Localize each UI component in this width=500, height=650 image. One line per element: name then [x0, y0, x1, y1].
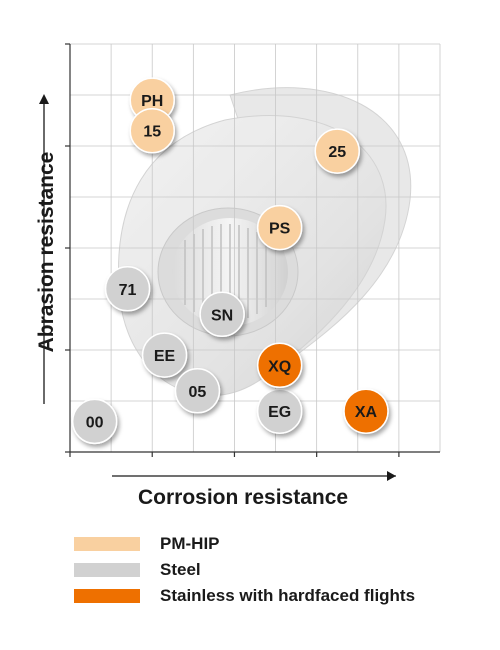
data-point-label: PS — [269, 221, 291, 238]
data-point-15: 15 — [129, 107, 175, 154]
data-point-05: 05 — [174, 368, 221, 414]
x-axis-title: Corrosion resistance — [138, 486, 349, 509]
data-point-label: XA — [355, 404, 378, 421]
data-point-marker — [256, 342, 303, 389]
y-axis-title: Abrasion resistance — [35, 151, 58, 353]
data-point-label: SN — [211, 307, 233, 324]
data-point-marker — [174, 368, 221, 414]
data-point-label: 25 — [328, 144, 346, 161]
data-point-marker — [104, 266, 151, 312]
y-arrowhead-icon — [39, 94, 49, 104]
data-points: PH 15 25 PS 71 SN EE 05 00 EG XQ XA — [71, 77, 389, 445]
legend-label-steel: Steel — [160, 560, 201, 579]
legend-label-pm-hip: PM-HIP — [160, 534, 220, 553]
legend-swatch-steel — [74, 563, 140, 577]
data-point-label: EE — [154, 348, 176, 365]
axes — [39, 43, 440, 481]
data-point-ee: EE — [141, 332, 188, 378]
data-point-label: EG — [268, 404, 291, 421]
legend-swatch-stainless — [74, 589, 140, 603]
data-point-71: 71 — [104, 266, 151, 312]
data-point-label: XQ — [268, 358, 291, 375]
data-point-label: 05 — [189, 384, 207, 401]
data-point-25: 25 — [314, 128, 360, 174]
data-point-00: 00 — [71, 398, 118, 445]
data-point-marker — [199, 291, 245, 338]
data-point-ps: PS — [256, 204, 303, 251]
data-point-marker — [343, 388, 389, 434]
x-arrowhead-icon — [387, 471, 396, 481]
data-point-marker — [141, 332, 188, 378]
data-point-xa: XA — [343, 388, 389, 434]
legend-label-stainless: Stainless with hardfaced flights — [160, 586, 416, 605]
data-point-marker — [314, 128, 360, 174]
data-point-label: 00 — [86, 414, 104, 431]
data-point-eg: EG — [256, 388, 303, 434]
data-point-marker — [256, 204, 303, 251]
data-point-label: 15 — [143, 124, 161, 141]
data-point-marker — [129, 107, 175, 154]
legend-swatch-pm-hip — [74, 537, 140, 551]
data-point-label: 71 — [119, 282, 137, 299]
data-point-marker — [71, 398, 118, 445]
data-point-marker — [256, 388, 303, 434]
data-point-sn: SN — [199, 291, 245, 338]
data-point-xq: XQ — [256, 342, 303, 389]
data-point-label: PH — [141, 93, 163, 110]
